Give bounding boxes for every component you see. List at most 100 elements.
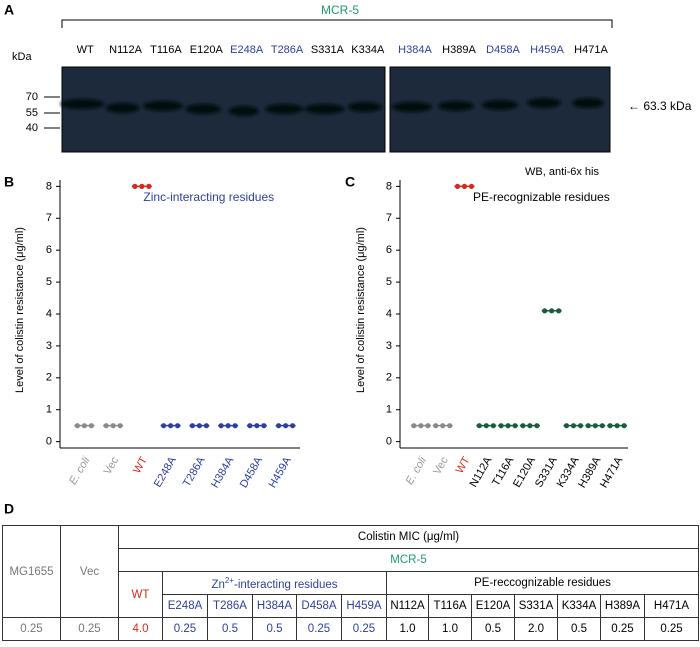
figure-panels: A MCR-5 kDa ← 63.3 kDa WB, anti-6x his D… xyxy=(4,2,692,517)
dot xyxy=(103,423,109,429)
dot xyxy=(161,423,167,429)
group-header: MCR-5 xyxy=(117,548,700,572)
table-cell: 2.0 xyxy=(514,617,558,641)
lane-label: H384A xyxy=(398,44,432,56)
y-tick-label: 4 xyxy=(386,308,392,320)
lane-label: T286A xyxy=(271,44,304,56)
y-tick-label: 5 xyxy=(386,276,392,288)
x-tick-label: H471A xyxy=(598,454,626,490)
y-tick-label: 7 xyxy=(386,212,392,224)
lane-label: D458A xyxy=(486,44,520,56)
band xyxy=(572,98,604,108)
dot xyxy=(196,423,202,429)
dot xyxy=(81,423,87,429)
table-cell: S331A xyxy=(514,594,558,618)
dot xyxy=(556,308,562,314)
dot xyxy=(88,423,94,429)
x-tick-label: E. coli xyxy=(404,454,430,486)
dot xyxy=(490,423,496,429)
dot xyxy=(132,183,138,189)
dot xyxy=(512,423,518,429)
y-tick-label: 2 xyxy=(386,372,392,384)
panel-label: A xyxy=(4,2,14,18)
table-cell: 0.5 xyxy=(557,617,601,641)
annotation: Zinc-interacting residues xyxy=(143,190,274,204)
dot xyxy=(476,423,482,429)
table-cell: 0.25 xyxy=(60,617,119,641)
lane-label: K334A xyxy=(351,44,385,56)
caption: WB, anti-6x his xyxy=(525,166,599,178)
table-cell: 1.0 xyxy=(386,617,429,641)
dot xyxy=(175,423,181,429)
group-label: MCR-5 xyxy=(321,3,359,17)
band xyxy=(347,102,382,112)
dot xyxy=(254,423,260,429)
dot xyxy=(433,423,439,429)
annotation: PE-recognizable residues xyxy=(473,190,610,204)
dot xyxy=(621,423,627,429)
dot xyxy=(577,423,584,429)
y-tick-label: 0 xyxy=(386,436,392,448)
dot xyxy=(520,423,526,429)
dot xyxy=(468,183,475,189)
dot xyxy=(498,423,504,429)
y-tick-label: 8 xyxy=(46,180,52,192)
lane-label: E248A xyxy=(230,44,264,56)
band xyxy=(392,102,432,112)
dot xyxy=(607,423,613,429)
dot xyxy=(110,423,116,429)
dot xyxy=(139,183,145,189)
dot xyxy=(447,423,453,429)
dot xyxy=(218,423,224,429)
dot xyxy=(247,423,253,429)
band xyxy=(482,100,518,110)
dot xyxy=(549,308,555,314)
zinc-header-sup: 2+ xyxy=(224,575,234,585)
band xyxy=(142,101,183,111)
x-tick-label: WT xyxy=(454,455,473,476)
lane-label: T116A xyxy=(150,44,182,56)
y-tick-label: 1 xyxy=(46,404,52,416)
table-cell: E248A xyxy=(162,594,208,618)
dot xyxy=(290,423,296,429)
band xyxy=(527,98,561,108)
table-cell: 0.25 xyxy=(162,617,208,641)
dot xyxy=(570,423,577,429)
y-tick-label: 5 xyxy=(46,276,52,288)
dot xyxy=(232,423,238,429)
x-tick-label: Vec xyxy=(102,455,122,477)
panel-label: D xyxy=(4,501,14,517)
table-cell: H471A xyxy=(643,594,700,618)
band xyxy=(304,104,345,114)
x-tick-label: N112A xyxy=(468,454,495,489)
band xyxy=(265,104,304,114)
y-tick-label: 1 xyxy=(386,404,392,416)
dot xyxy=(276,423,282,429)
panel-label: B xyxy=(4,174,14,190)
bracket xyxy=(61,19,613,28)
x-tick-label: D458A xyxy=(238,454,266,490)
table-cell: T116A xyxy=(428,594,472,618)
marker-label: 40 xyxy=(26,122,38,134)
wt-header: WT xyxy=(118,571,163,618)
dot xyxy=(592,423,598,429)
dot xyxy=(203,423,209,429)
table-cell: 0.25 xyxy=(2,617,61,641)
y-tick-label: 7 xyxy=(46,212,52,224)
lane-label: E120A xyxy=(190,44,224,56)
band xyxy=(185,104,222,114)
dot xyxy=(614,423,620,429)
table-cell: N112A xyxy=(386,594,429,618)
table-cell: E120A xyxy=(471,594,515,618)
table-cell: K334A xyxy=(557,594,601,618)
dot xyxy=(534,423,540,429)
table-cell: 1.0 xyxy=(428,617,472,641)
band xyxy=(228,106,259,116)
table-cell: 0.5 xyxy=(207,617,253,641)
dot xyxy=(261,423,267,429)
zinc-header-base: Zn xyxy=(211,578,225,591)
table-title: Colistin MIC (μg/ml) xyxy=(117,525,700,549)
dot xyxy=(117,423,123,429)
marker-label: 55 xyxy=(26,107,38,119)
